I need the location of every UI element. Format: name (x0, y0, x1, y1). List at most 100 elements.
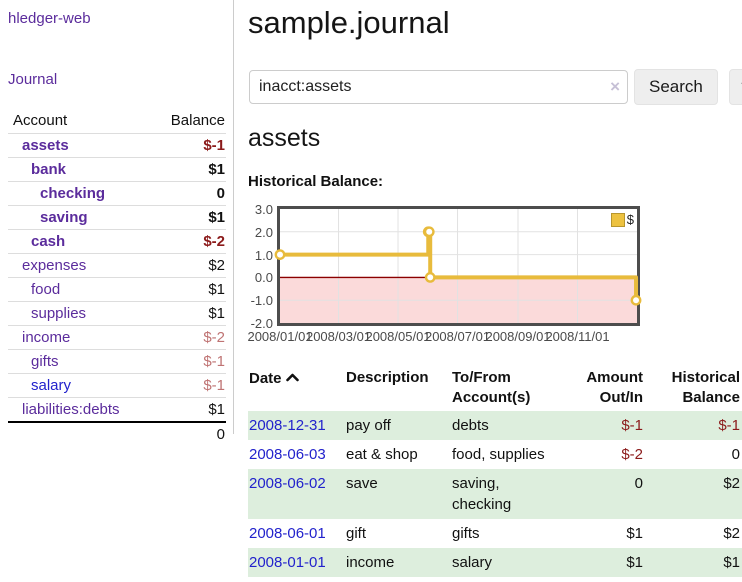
account-row: checking 0 (8, 181, 226, 206)
y-axis-labels: 3.0 2.0 1.0 0.0 -1.0 -2.0 (248, 203, 273, 330)
account-link-bank[interactable]: bank (31, 161, 67, 178)
accounts-table: Account Balance assets $-1 bank $1 checkin… (8, 109, 226, 446)
account-link-assets[interactable]: assets (22, 137, 69, 154)
transaction-description: income (346, 554, 395, 571)
x-tick-label: 2008/09/01 (485, 329, 551, 344)
transaction-balance: $-1 (718, 417, 740, 434)
account-link-salary[interactable]: salary (31, 377, 72, 394)
account-balance: $1 (149, 277, 226, 302)
x-tick-label: 2008/11/01 (545, 329, 610, 344)
search-bar: × Search ? (248, 68, 742, 106)
transaction-balance: $2 (723, 475, 740, 492)
account-balance: $-1 (149, 133, 226, 158)
accounts-header: Account (8, 109, 150, 134)
account-balance: 0 (149, 181, 226, 206)
search-button[interactable]: Search (634, 69, 718, 105)
amount-column-header: Amount Out/In (586, 369, 643, 406)
account-balance: $2 (149, 253, 226, 278)
transaction-row: 2008-06-03 eat & shop food, supplies $-2… (248, 440, 742, 469)
plot-area: $ (274, 206, 642, 326)
date-column-header[interactable]: Date (248, 365, 345, 411)
y-tick-label: -2.0 (250, 316, 273, 331)
transaction-row: 2008-12-31 pay off debts $-1 $-1 (248, 411, 742, 440)
transaction-amount: $1 (626, 525, 643, 542)
account-row: expenses $2 (8, 253, 226, 278)
y-tick-label: 2.0 (254, 224, 273, 240)
historical-balance-chart: 3.0 2.0 1.0 0.0 -1.0 -2.0 $ 2008/01/01 2008/03… (247, 203, 742, 352)
account-link-saving[interactable]: saving (40, 209, 88, 226)
transaction-accounts: saving, checking (452, 475, 512, 513)
accounts-column-header: To/From Account(s) (452, 369, 531, 406)
x-tick-label: 2008/01/01 (247, 329, 313, 344)
main-content: sample.journal × Search ? assets Histori… (247, 0, 742, 577)
y-tick-label: 3.0 (254, 202, 273, 217)
register-table: Date Description To/From Account(s) Amou… (248, 365, 742, 577)
y-tick-label: -1.0 (250, 293, 273, 309)
transaction-amount: $1 (626, 554, 643, 571)
transaction-row: 2008-01-01 income salary $1 $1 (248, 548, 742, 577)
balance-header: Balance (149, 109, 226, 134)
account-link-cash[interactable]: cash (31, 233, 66, 250)
account-row: food $1 (8, 277, 226, 302)
account-balance: $-1 (149, 349, 226, 374)
transaction-date-link[interactable]: 2008-01-01 (249, 554, 326, 571)
account-balance: $1 (149, 157, 226, 182)
total-balance: 0 (149, 421, 226, 446)
account-link-gifts[interactable]: gifts (31, 353, 59, 370)
account-link-food[interactable]: food (31, 281, 61, 298)
y-tick-label: 1.0 (254, 247, 273, 263)
account-heading: assets (248, 124, 321, 152)
nav-journal-link[interactable]: Journal (8, 71, 58, 88)
page-title: sample.journal (248, 5, 450, 40)
account-link-supplies[interactable]: supplies (31, 305, 87, 322)
x-axis-labels: 2008/01/01 2008/03/01 2008/05/01 2008/07/01… (247, 329, 742, 345)
transaction-balance: 0 (731, 446, 740, 463)
account-balance: $1 (149, 397, 226, 423)
transaction-accounts: food, supplies (452, 446, 545, 463)
transaction-description: gift (346, 525, 367, 542)
description-column-header: Description (346, 369, 429, 386)
transaction-amount: $-2 (621, 446, 643, 463)
account-balance: $1 (149, 301, 226, 326)
account-row: gifts $-1 (8, 349, 226, 374)
x-tick-label: 2008/07/01 (424, 329, 491, 344)
account-balance: $1 (149, 205, 226, 230)
account-row: cash $-2 (8, 229, 226, 254)
transaction-date-link[interactable]: 2008-12-31 (249, 417, 326, 434)
transaction-amount: 0 (634, 475, 643, 492)
account-row: liabilities:debts $1 (8, 397, 226, 423)
legend-swatch (610, 212, 625, 227)
transaction-accounts: debts (452, 417, 489, 434)
clear-search-icon[interactable]: × (610, 77, 620, 96)
x-tick-label: 2008/03/01 (305, 329, 372, 344)
transaction-row: 2008-06-02 save saving, checking 0 $2 (248, 469, 742, 519)
transaction-amount: $-1 (621, 417, 643, 434)
legend-label: $ (626, 212, 634, 227)
transaction-date-link[interactable]: 2008-06-01 (249, 525, 326, 542)
account-balance: $-2 (149, 229, 226, 254)
sidebar-divider (233, 0, 234, 434)
account-row: saving $1 (8, 205, 226, 230)
transaction-balance: $2 (723, 525, 740, 542)
transaction-date-link[interactable]: 2008-06-03 (249, 446, 326, 463)
search-input[interactable] (249, 70, 628, 104)
transaction-accounts: salary (452, 554, 493, 571)
transaction-balance: $1 (723, 554, 740, 571)
transaction-description: pay off (346, 417, 391, 434)
help-button[interactable]: ? (728, 69, 742, 105)
account-link-income[interactable]: income (22, 329, 71, 346)
account-row: assets $-1 (8, 133, 226, 158)
account-balance: $-1 (149, 373, 226, 398)
chart-title: Historical Balance: (248, 173, 384, 190)
transaction-description: eat & shop (346, 446, 418, 463)
balance-column-header: Historical Balance (671, 369, 740, 406)
account-link-expenses[interactable]: expenses (22, 257, 87, 274)
account-link-checking[interactable]: checking (40, 185, 106, 202)
account-row: income $-2 (8, 325, 226, 350)
account-row: supplies $1 (8, 301, 226, 326)
account-row: salary $-1 (8, 373, 226, 398)
transaction-date-link[interactable]: 2008-06-02 (249, 475, 326, 492)
account-link-liabilities-debts[interactable]: liabilities:debts (22, 401, 120, 418)
x-tick-label: 2008/05/01 (365, 329, 431, 344)
brand-link[interactable]: hledger-web (8, 10, 91, 27)
